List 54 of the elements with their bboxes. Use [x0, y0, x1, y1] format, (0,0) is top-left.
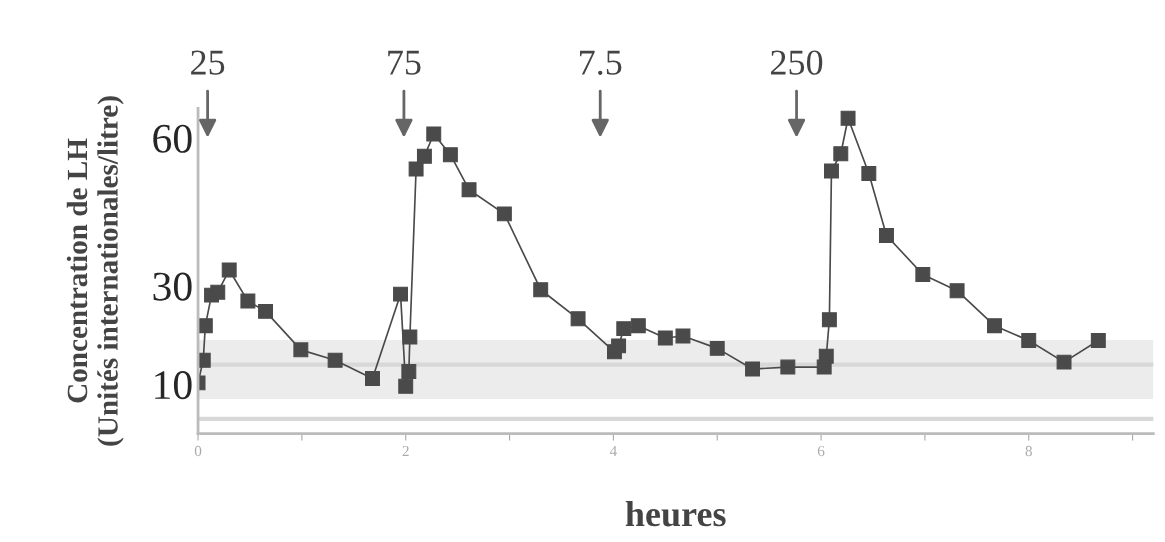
point: [611, 338, 627, 354]
point: [821, 312, 837, 328]
point: [745, 361, 760, 377]
point: [616, 321, 632, 337]
point: [879, 228, 894, 243]
point: [675, 328, 691, 344]
x-tick-label: 0: [194, 445, 202, 457]
point: [398, 378, 414, 394]
point: [533, 282, 549, 298]
point: [365, 370, 380, 386]
point: [709, 340, 725, 356]
x-tick-label: 2: [402, 445, 409, 457]
y-tick-label: 60: [153, 124, 192, 153]
point: [840, 110, 856, 126]
point: [496, 206, 512, 222]
text: 25: [191, 50, 225, 75]
point: [221, 262, 237, 278]
x-axis-title: heures: [625, 500, 726, 527]
point: [258, 303, 274, 319]
point: [461, 182, 477, 198]
point: [1090, 333, 1106, 348]
y-axis-title: Concentration de LH (Unités internationales/litre): [66, 96, 124, 446]
point: [426, 126, 442, 142]
point: [818, 348, 834, 364]
point: [915, 266, 931, 282]
y-tick-label: 10: [155, 371, 192, 400]
text: 250: [771, 50, 823, 75]
point: [833, 146, 849, 162]
point: [402, 329, 418, 345]
point: [657, 330, 673, 346]
point: [327, 352, 343, 368]
x-tick-label: 4: [609, 445, 617, 457]
point: [949, 283, 965, 299]
text: 75: [388, 50, 421, 75]
point: [198, 318, 213, 334]
point: [393, 286, 408, 302]
text: 7.5: [580, 50, 622, 75]
point: [293, 342, 309, 358]
point: [1056, 354, 1072, 370]
point: [210, 284, 226, 300]
point: [240, 293, 256, 309]
point: [823, 163, 839, 179]
point: [416, 148, 432, 164]
point: [780, 359, 796, 375]
point: [442, 147, 458, 163]
point: [987, 318, 1002, 334]
point: [630, 318, 646, 334]
point: [401, 364, 417, 379]
point: [1021, 333, 1037, 348]
x-tick-label: 8: [1025, 445, 1032, 457]
y-tick-label: 30: [153, 272, 192, 301]
point: [570, 311, 586, 327]
point: [861, 165, 877, 181]
x-tick-label: 6: [817, 445, 825, 457]
